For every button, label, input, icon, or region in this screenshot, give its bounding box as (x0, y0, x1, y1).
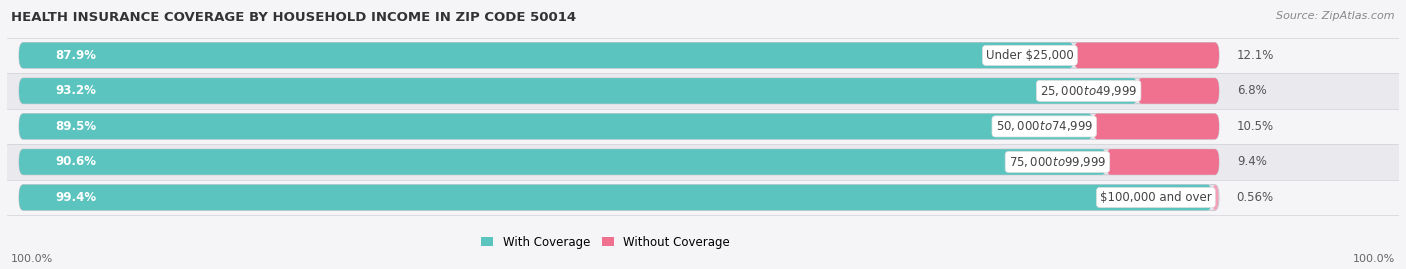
Text: 99.4%: 99.4% (55, 191, 96, 204)
FancyBboxPatch shape (20, 149, 1219, 175)
Text: 89.5%: 89.5% (55, 120, 96, 133)
FancyBboxPatch shape (20, 43, 1074, 68)
FancyBboxPatch shape (20, 114, 1092, 139)
FancyBboxPatch shape (1212, 185, 1219, 210)
FancyBboxPatch shape (1137, 78, 1219, 104)
FancyBboxPatch shape (20, 78, 1137, 104)
FancyBboxPatch shape (7, 109, 1399, 144)
Text: 10.5%: 10.5% (1237, 120, 1274, 133)
Text: 90.6%: 90.6% (55, 155, 96, 168)
FancyBboxPatch shape (7, 38, 1399, 73)
Text: $100,000 and over: $100,000 and over (1099, 191, 1212, 204)
Text: 93.2%: 93.2% (55, 84, 96, 97)
FancyBboxPatch shape (20, 114, 1219, 139)
Text: 6.8%: 6.8% (1237, 84, 1267, 97)
FancyBboxPatch shape (7, 144, 1399, 180)
Text: 9.4%: 9.4% (1237, 155, 1267, 168)
FancyBboxPatch shape (20, 185, 1219, 210)
Text: Under $25,000: Under $25,000 (986, 49, 1074, 62)
Text: 87.9%: 87.9% (55, 49, 96, 62)
Text: 12.1%: 12.1% (1237, 49, 1274, 62)
Text: $25,000 to $49,999: $25,000 to $49,999 (1040, 84, 1137, 98)
FancyBboxPatch shape (1092, 114, 1219, 139)
FancyBboxPatch shape (1074, 43, 1219, 68)
Text: Source: ZipAtlas.com: Source: ZipAtlas.com (1277, 11, 1395, 21)
FancyBboxPatch shape (20, 43, 1219, 68)
Legend: With Coverage, Without Coverage: With Coverage, Without Coverage (481, 236, 730, 249)
FancyBboxPatch shape (7, 180, 1399, 215)
FancyBboxPatch shape (1107, 149, 1219, 175)
FancyBboxPatch shape (20, 149, 1107, 175)
Text: 100.0%: 100.0% (1353, 254, 1395, 264)
Text: HEALTH INSURANCE COVERAGE BY HOUSEHOLD INCOME IN ZIP CODE 50014: HEALTH INSURANCE COVERAGE BY HOUSEHOLD I… (11, 11, 576, 24)
FancyBboxPatch shape (7, 73, 1399, 109)
FancyBboxPatch shape (20, 185, 1212, 210)
Text: $50,000 to $74,999: $50,000 to $74,999 (995, 119, 1092, 133)
Text: 100.0%: 100.0% (11, 254, 53, 264)
FancyBboxPatch shape (20, 78, 1219, 104)
Text: 0.56%: 0.56% (1236, 191, 1274, 204)
Text: $75,000 to $99,999: $75,000 to $99,999 (1008, 155, 1107, 169)
